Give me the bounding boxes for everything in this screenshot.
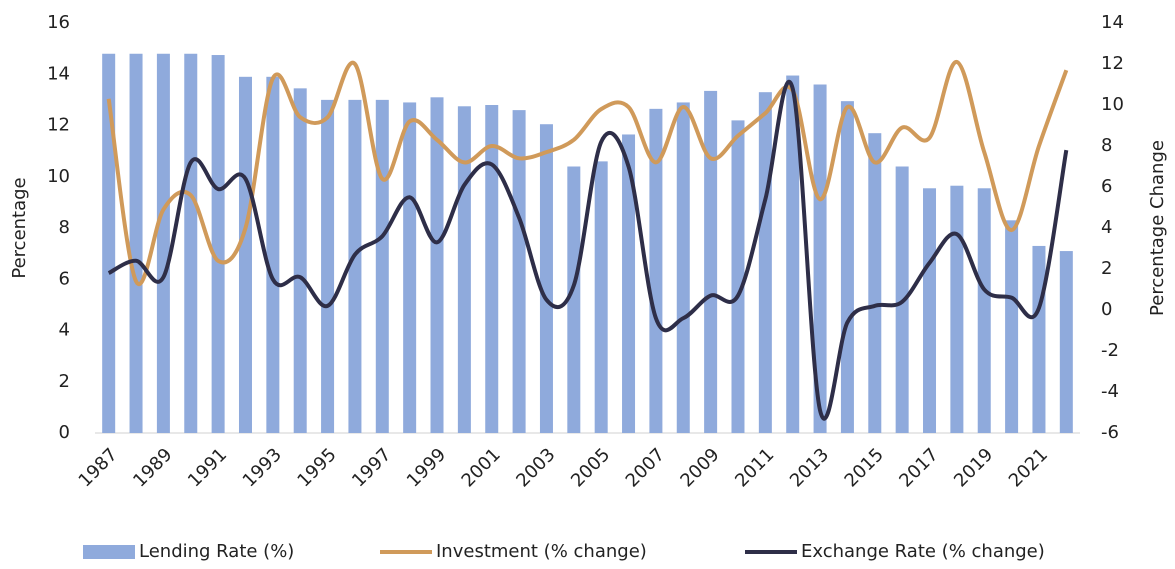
bar (485, 105, 499, 433)
bar (1005, 220, 1019, 433)
bar (129, 53, 143, 433)
bar (293, 88, 307, 433)
y-tick-label: 6 (59, 268, 70, 289)
bar (622, 134, 636, 433)
x-tick-label: 1991 (184, 444, 231, 491)
x-tick-label: 2001 (458, 444, 505, 491)
legend-label: Lending Rate (%) (139, 541, 294, 562)
x-tick-label: 1987 (75, 444, 122, 491)
bar (786, 75, 800, 433)
x-tick-label: 2021 (1005, 444, 1052, 491)
legend-label: Exchange Rate (% change) (801, 541, 1045, 562)
y2-tick-label: -4 (1101, 381, 1119, 402)
y2-tick-label: -2 (1101, 340, 1119, 361)
y2-tick-label: -6 (1101, 422, 1119, 443)
y-tick-label: 16 (47, 12, 70, 33)
bar (1032, 245, 1046, 433)
bar (649, 108, 663, 433)
bar (840, 101, 854, 433)
bar (594, 161, 608, 433)
legend-swatch (83, 545, 135, 559)
x-tick-label: 1995 (293, 444, 340, 491)
x-tick-label: 1997 (348, 444, 395, 491)
y2-tick-label: 14 (1101, 12, 1124, 33)
bar (211, 55, 225, 433)
x-tick-label: 2009 (676, 444, 723, 491)
bar (430, 97, 444, 433)
x-tick-label: 2005 (567, 444, 614, 491)
legend-label: Investment (% change) (436, 541, 647, 562)
y-tick-label: 4 (59, 320, 70, 341)
y2-tick-label: 6 (1101, 176, 1112, 197)
bar (1059, 251, 1073, 433)
y-tick-label: 12 (47, 115, 70, 136)
bar (102, 53, 116, 433)
bar (539, 124, 553, 433)
bar (403, 102, 417, 433)
y-tick-label: 14 (47, 63, 70, 84)
x-tick-label: 2011 (731, 444, 778, 491)
x-tick-label: 2019 (950, 444, 997, 491)
y2-tick-label: 0 (1101, 299, 1112, 320)
bar (868, 133, 882, 433)
bar (266, 76, 280, 433)
x-tick-label: 2015 (841, 444, 888, 491)
x-tick-label: 2007 (622, 444, 669, 491)
y2-axis-title: Percentage Change (1147, 140, 1168, 316)
x-tick-label: 1999 (403, 444, 450, 491)
bar (348, 99, 362, 433)
y2-tick-label: 4 (1101, 217, 1112, 238)
y-axis-title: Percentage (9, 177, 30, 278)
bar (950, 185, 964, 433)
x-tick-label: 1989 (129, 444, 176, 491)
bar (238, 76, 252, 433)
bar (156, 53, 170, 433)
x-tick-label: 2003 (512, 444, 559, 491)
bar (813, 84, 827, 433)
bar (375, 99, 389, 433)
y-tick-label: 2 (59, 371, 70, 392)
y2-tick-label: 12 (1101, 53, 1124, 74)
bar (977, 188, 991, 433)
bar (512, 110, 526, 433)
bar (923, 188, 937, 433)
x-tick-label: 2013 (786, 444, 833, 491)
line (107, 79, 1069, 421)
x-tick-label: 2017 (895, 444, 942, 491)
bar (321, 99, 335, 433)
bar (731, 120, 745, 433)
y-tick-label: 0 (59, 422, 70, 443)
x-tick-label: 1993 (239, 444, 286, 491)
line (106, 59, 1069, 287)
bar (567, 166, 581, 433)
y2-tick-label: 8 (1101, 135, 1112, 156)
bar (676, 102, 690, 433)
bar (184, 53, 198, 433)
bar (457, 106, 471, 433)
bar (704, 90, 718, 433)
y-tick-label: 8 (59, 217, 70, 238)
bar (758, 92, 772, 433)
y2-tick-label: 10 (1101, 94, 1124, 115)
y2-tick-label: 2 (1101, 258, 1112, 279)
y-tick-label: 10 (47, 166, 70, 187)
